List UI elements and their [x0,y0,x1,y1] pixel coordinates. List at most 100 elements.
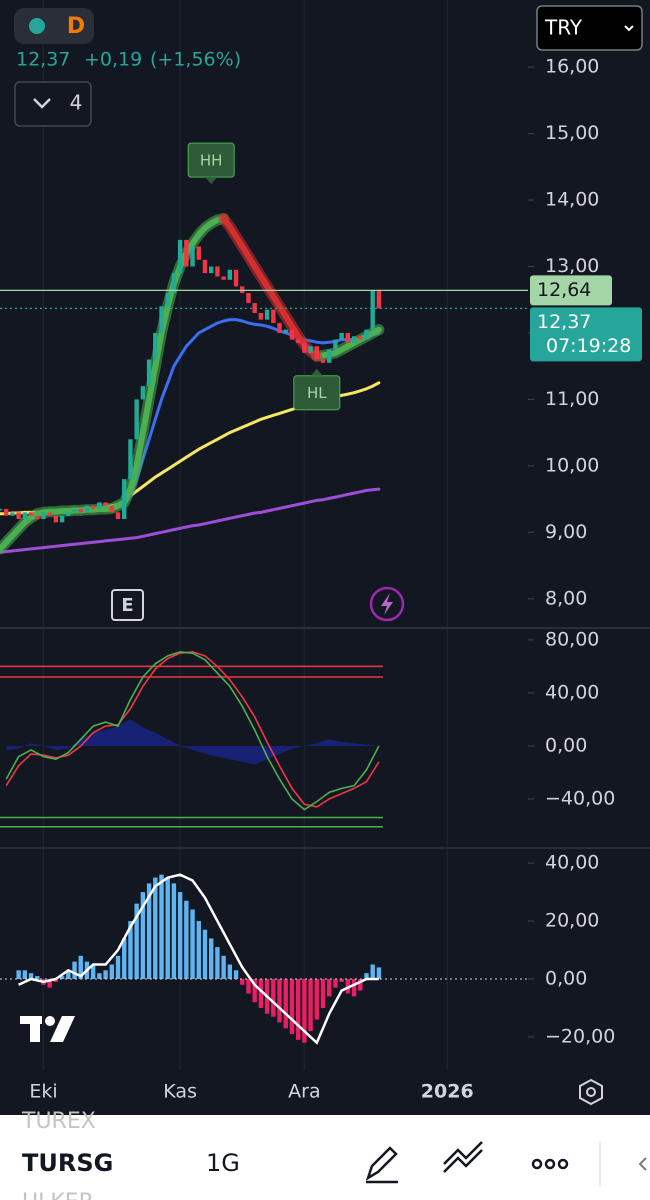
histogram-bar [128,921,133,979]
histogram-bar [140,892,146,979]
chevron [33,98,51,109]
y-tick-label: 0,00 [545,734,587,756]
candle [109,505,115,513]
y-tick-label: 20,00 [545,910,599,932]
y-tick-label: 15,00 [545,122,599,144]
histogram-bar [177,892,183,979]
y-tick-label: −40,00 [545,787,615,809]
currency-select[interactable] [536,5,643,51]
logo-part [50,1016,75,1042]
candle [202,259,208,274]
candle [215,266,220,277]
histogram-bar [28,973,34,979]
histogram-bar [66,970,71,979]
histogram-bar [165,877,170,979]
histogram-bar [339,978,344,982]
candle [47,512,52,516]
histogram-bar [97,973,102,979]
earnings-marker[interactable] [111,589,144,621]
histogram-bar [209,938,214,979]
candle [72,509,77,513]
histogram-bar [302,978,307,1043]
histogram-bar [258,978,264,1008]
histogram-bar [184,900,189,979]
histogram-bar [103,970,108,979]
histogram-bar [240,978,245,985]
histogram-bar [271,978,276,1017]
candle [333,339,338,350]
settings-icon[interactable] [579,1078,603,1106]
histogram-bar [202,929,208,979]
draw-icon[interactable] [365,1146,398,1184]
histogram-bar [115,955,121,979]
candle [84,505,90,513]
histogram-bar [333,978,338,988]
candle [28,512,34,516]
candle [264,309,270,320]
candle [159,306,164,333]
prev-symbol[interactable]: TUREX [21,1109,96,1134]
y-tick-label: 40,00 [545,681,599,703]
candle [209,266,214,274]
candle [271,309,276,323]
histogram-bar [314,978,319,1020]
badge: D [67,14,85,39]
back-icon[interactable] [638,1157,647,1171]
lightning-icon [381,593,393,615]
histogram-bar [109,964,115,979]
histogram-bar [277,978,282,1023]
histogram-bar [90,964,96,979]
pivot-pointer [205,177,218,185]
bottom-bar [0,1115,650,1200]
symbol[interactable]: TURSG [22,1149,113,1177]
candle [134,399,139,440]
candle [314,346,319,360]
candle [22,512,28,520]
histogram-bar [153,877,158,979]
next-symbol[interactable]: ULKER [22,1190,94,1200]
histogram-bar [233,970,239,979]
histogram-bar [376,967,382,979]
candle [115,512,121,520]
y-tick-label: 16,00 [545,56,599,78]
candle [177,239,183,274]
indicator-count: 4 [70,91,83,115]
candle [376,290,382,309]
x-tick-label: 2026 [421,1081,474,1103]
dot [531,1158,543,1170]
change-pct: (+1,56%) [150,49,241,71]
change: +0,19 [84,49,142,71]
histogram-bar [171,883,177,979]
plot-area: HH HL [0,0,534,1070]
trend-ribbon [220,215,320,360]
candle [184,239,189,267]
dot [544,1158,556,1170]
oscillator-line [5,651,380,811]
candle [339,332,344,340]
indicators-icon[interactable] [443,1141,483,1173]
y-tick-label: 13,00 [545,255,599,277]
candle [295,339,301,343]
candle [351,336,357,343]
y-tick-label: 40,00 [545,852,599,874]
histogram-bar [283,978,288,1029]
candle [140,386,146,400]
candle [240,286,245,294]
indicator-toggle[interactable] [14,81,92,127]
y-tick-label: 14,00 [545,189,599,211]
candle [35,515,40,520]
candle [10,512,15,516]
candle [103,502,108,506]
histogram-bar [47,978,52,988]
candle [59,515,65,523]
histogram-bar [246,978,251,994]
candle [308,346,313,353]
more-icon[interactable] [531,1158,569,1170]
histogram-bar [345,978,351,994]
candle [277,322,282,333]
interval[interactable]: 1G [206,1149,240,1177]
candle [233,269,239,287]
status-pill[interactable] [14,8,94,44]
price-label: 12,37 [537,311,591,333]
